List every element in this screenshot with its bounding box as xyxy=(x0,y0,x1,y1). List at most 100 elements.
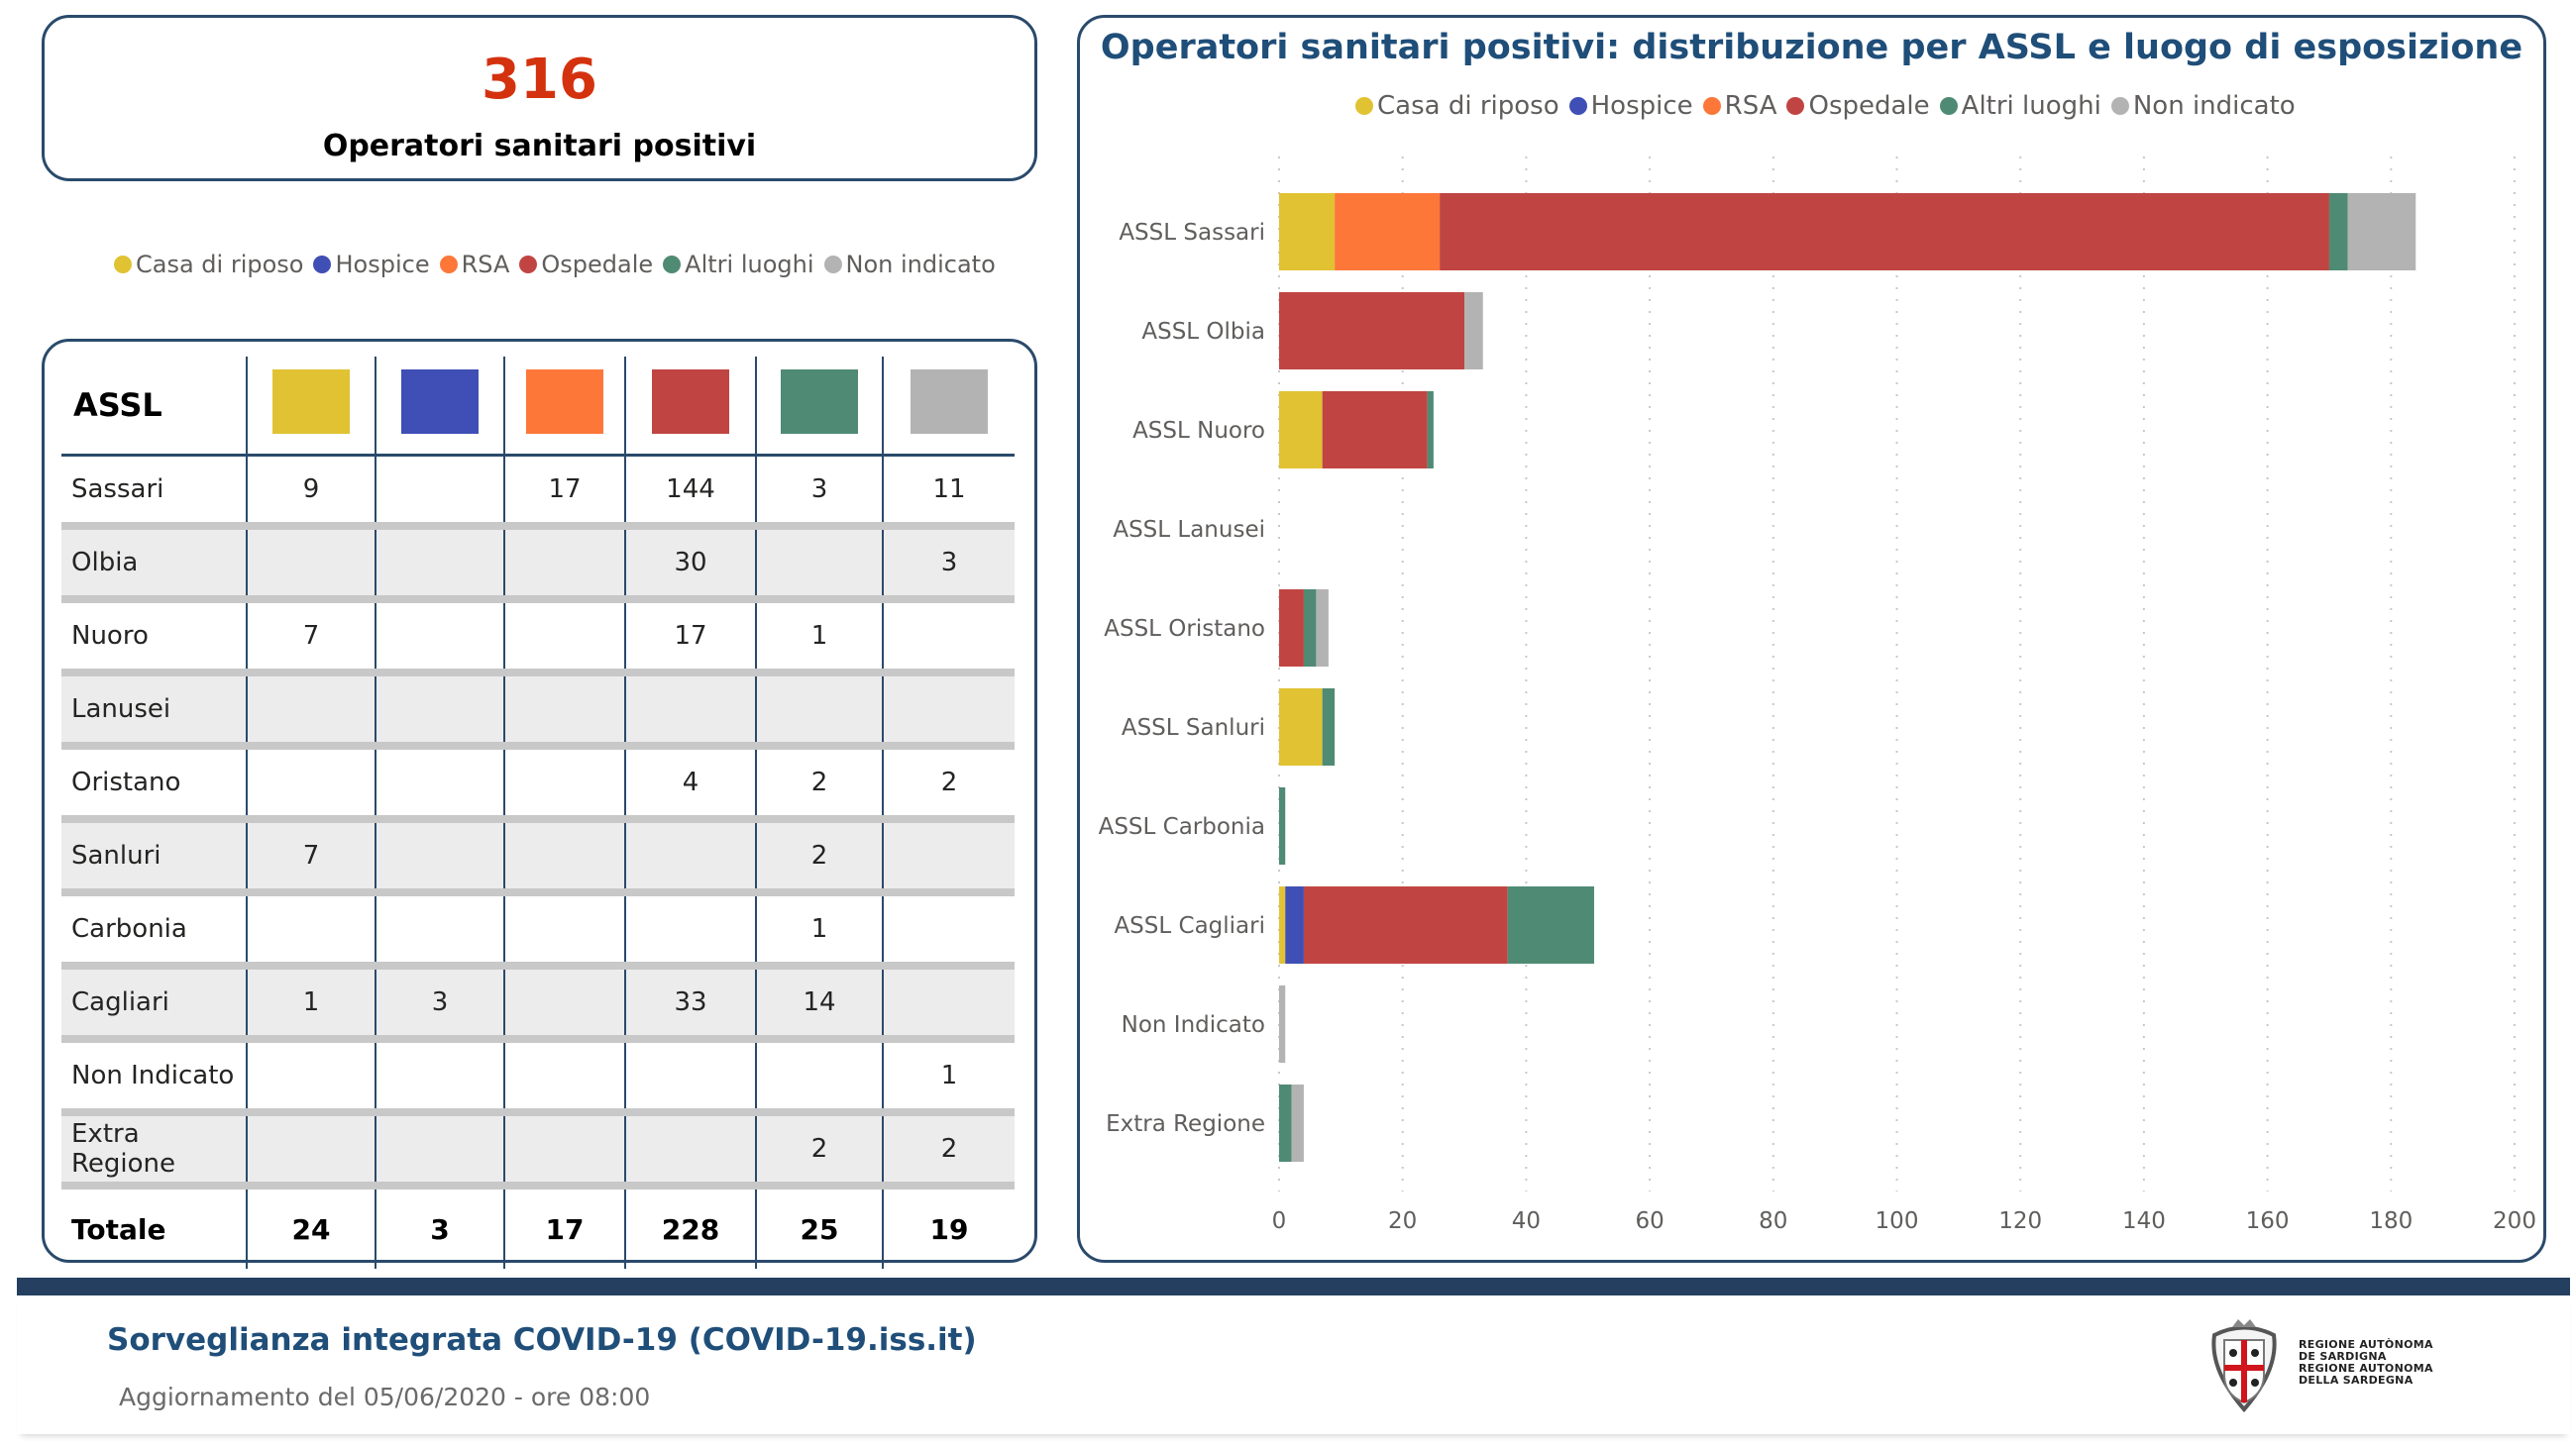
bar-segment-altri-luoghi[interactable] xyxy=(1279,787,1286,865)
table-cell xyxy=(503,746,625,823)
column-header-altri-luoghi[interactable] xyxy=(755,357,883,457)
bar-segment-ospedale[interactable] xyxy=(1303,886,1508,964)
logo-line: DE SARDIGNA xyxy=(2299,1350,2387,1363)
table-cell: 17 xyxy=(503,455,625,530)
column-header-ospedale[interactable] xyxy=(624,357,756,457)
table-cell xyxy=(246,1112,376,1190)
table-cell: 30 xyxy=(624,526,756,603)
x-tick-label: 60 xyxy=(1635,1208,1664,1234)
table-row[interactable]: Extra Regione 2 2 xyxy=(61,1112,1015,1190)
bar-segment-altri-luoghi[interactable] xyxy=(1427,391,1434,468)
column-header-hospice[interactable] xyxy=(375,357,504,457)
table-cell: 2 xyxy=(755,746,883,823)
table-cell xyxy=(755,526,883,603)
bar-segment-ospedale[interactable] xyxy=(1279,292,1465,369)
bar-segment-rsa[interactable] xyxy=(1335,193,1441,270)
chart-legend-item[interactable]: Casa di riposo xyxy=(1355,91,1559,121)
chart-legend-item[interactable]: Altri luoghi xyxy=(1939,91,2101,121)
total-label: Totale xyxy=(71,1212,166,1246)
bar-segment-altri-luoghi[interactable] xyxy=(1322,688,1336,766)
footer-update-timestamp: Aggiornamento del 05/06/2020 - ore 08:00 xyxy=(119,1383,651,1411)
x-tick-label: 140 xyxy=(2122,1208,2166,1234)
bar-segment-casa-di-riposo[interactable] xyxy=(1279,886,1286,964)
assl-table: ASSL Sassari 9 17 144 3 11 Olbia 30 3 Nuoro 7 17 1 La… xyxy=(61,357,1015,1269)
table-cell xyxy=(246,673,376,750)
table-legend-item[interactable]: Ospedale xyxy=(519,251,653,278)
table-cell: 33 xyxy=(624,966,756,1043)
table-row[interactable]: Sanluri 7 2 xyxy=(61,819,1015,896)
bar-segment-hospice[interactable] xyxy=(1285,886,1304,964)
table-cell xyxy=(246,892,376,970)
bar-segment-non-indicato[interactable] xyxy=(2347,193,2416,270)
table-row[interactable]: Oristano 4 2 2 xyxy=(61,746,1015,823)
table-header-row: ASSL xyxy=(61,357,1015,457)
y-category-label: ASSL Cagliari xyxy=(1114,913,1265,939)
bar-segment-altri-luoghi[interactable] xyxy=(1279,1085,1292,1162)
table-legend-label: RSA xyxy=(461,251,510,278)
row-label: Lanusei xyxy=(61,673,247,750)
table-row[interactable]: Non Indicato 1 xyxy=(61,1039,1015,1116)
row-label: Oristano xyxy=(61,746,247,823)
table-row[interactable]: Lanusei xyxy=(61,673,1015,750)
table-cell xyxy=(246,746,376,823)
chart-title: Operatori sanitari positivi: distribuzio… xyxy=(1100,28,2523,67)
x-tick-label: 100 xyxy=(1876,1208,1919,1234)
table-legend-item[interactable]: Hospice xyxy=(313,251,430,278)
legend-dot-icon xyxy=(1355,97,1373,115)
x-tick-label: 80 xyxy=(1759,1208,1787,1234)
footer-title[interactable]: Sorveglianza integrata COVID-19 (COVID-1… xyxy=(107,1322,977,1358)
bar-segment-casa-di-riposo[interactable] xyxy=(1279,688,1323,766)
logo-line: DELLA SARDEGNA xyxy=(2299,1374,2414,1387)
bar-segment-altri-luoghi[interactable] xyxy=(2328,193,2348,270)
x-tick-label: 40 xyxy=(1512,1208,1541,1234)
table-legend-item[interactable]: RSA xyxy=(439,251,510,278)
table-row[interactable]: Sassari 9 17 144 3 11 xyxy=(61,455,1015,530)
table-cell xyxy=(755,1039,883,1116)
table-legend-item[interactable]: Altri luoghi xyxy=(663,251,814,278)
table-row[interactable]: Carbonia 1 xyxy=(61,892,1015,970)
bar-segment-casa-di-riposo[interactable] xyxy=(1279,193,1336,270)
table-cell xyxy=(375,746,504,823)
table-legend-item[interactable]: Casa di riposo xyxy=(114,251,303,278)
chart-legend-item[interactable]: Hospice xyxy=(1568,91,1693,121)
chart-legend-item[interactable]: Ospedale xyxy=(1786,91,1930,121)
chart-legend: Casa di riposo Hospice RSA Ospedale Altri lu… xyxy=(1355,91,2306,121)
stacked-bar-chart: 0 20 40 60 80 100 120 140 160 180 200 ASSL Sassari A… xyxy=(1099,156,2536,1234)
table-legend: Casa di riposo Hospice RSA Ospedale Altri lu… xyxy=(114,251,1006,278)
legend-dot-icon xyxy=(663,256,682,273)
bar-segment-ospedale[interactable] xyxy=(1279,589,1304,667)
column-header-casa-di-riposo[interactable] xyxy=(246,357,376,457)
bar-segment-non-indicato[interactable] xyxy=(1464,292,1483,369)
table-cell: 7 xyxy=(246,599,376,676)
bar-segment-non-indicato[interactable] xyxy=(1291,1085,1304,1162)
bar-segment-ospedale[interactable] xyxy=(1440,193,2329,270)
bar-segment-casa-di-riposo[interactable] xyxy=(1279,391,1323,468)
row-label: Nuoro xyxy=(61,599,247,676)
bar-segment-ospedale[interactable] xyxy=(1322,391,1428,468)
column-header-assl: ASSL xyxy=(61,357,247,457)
table-cell xyxy=(375,455,504,530)
table-row[interactable]: Nuoro 7 17 1 xyxy=(61,599,1015,676)
table-row[interactable]: Olbia 30 3 xyxy=(61,526,1015,603)
table-cell xyxy=(503,599,625,676)
table-cell: 144 xyxy=(624,455,756,530)
table-row[interactable]: Cagliari 1 3 33 14 xyxy=(61,966,1015,1043)
column-header-non-indicato[interactable] xyxy=(882,357,1015,457)
table-cell xyxy=(503,526,625,603)
bar-segment-altri-luoghi[interactable] xyxy=(1303,589,1317,667)
column-header-rsa[interactable] xyxy=(503,357,625,457)
table-cell xyxy=(624,819,756,896)
bar-segment-non-indicato[interactable] xyxy=(1316,589,1329,667)
bar-segment-non-indicato[interactable] xyxy=(1279,985,1286,1063)
chart-legend-item[interactable]: RSA xyxy=(1702,91,1776,121)
x-tick-label: 180 xyxy=(2369,1208,2413,1234)
table-cell: 2 xyxy=(882,1112,1015,1190)
table-cell xyxy=(503,819,625,896)
color-swatch-altri-luoghi xyxy=(781,369,858,434)
bar-segment-altri-luoghi[interactable] xyxy=(1507,886,1594,964)
chart-legend-item[interactable]: Non indicato xyxy=(2110,91,2296,121)
coat-of-arms-icon xyxy=(2211,1319,2277,1413)
table-cell: 1 xyxy=(755,892,883,970)
table-cell xyxy=(624,673,756,750)
table-legend-item[interactable]: Non indicato xyxy=(823,251,996,278)
